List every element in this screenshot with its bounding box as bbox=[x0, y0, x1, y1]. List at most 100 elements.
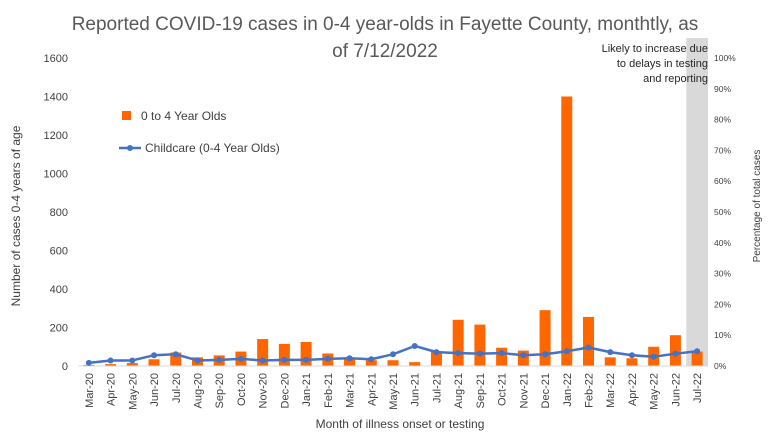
x-tick-label: May-20 bbox=[127, 373, 139, 410]
x-tick-label: Jun-20 bbox=[149, 373, 161, 407]
x-tick-label: May-22 bbox=[649, 373, 661, 410]
y-tick-label: 1600 bbox=[44, 53, 68, 65]
x-tick-label: Jul-22 bbox=[692, 373, 704, 403]
line-series bbox=[85, 342, 701, 366]
x-tick-label: Sep-20 bbox=[214, 373, 226, 408]
y-axis-ticks: 0 200 400 600 800 1000 1200 1400 1600 bbox=[44, 53, 68, 373]
line-point-jan-21 bbox=[303, 356, 310, 363]
line-point-oct-20 bbox=[237, 355, 244, 362]
line-point-sep-21 bbox=[476, 350, 483, 357]
y2-tick-label: 40% bbox=[714, 238, 731, 248]
x-tick-label: Jun-22 bbox=[670, 373, 682, 407]
line-point-apr-20 bbox=[107, 357, 114, 364]
line-point-apr-22 bbox=[628, 352, 635, 359]
annotation-line-1: Likely to increase due bbox=[602, 43, 708, 55]
line-point-mar-20 bbox=[85, 359, 92, 366]
y2-tick-label: 50% bbox=[714, 207, 731, 217]
x-tick-label: Mar-20 bbox=[84, 373, 96, 408]
legend-bar-swatch bbox=[122, 111, 131, 120]
bar-jun-22 bbox=[669, 335, 681, 366]
y2-tick-label: 0% bbox=[714, 361, 727, 371]
line-point-jul-21 bbox=[433, 349, 440, 356]
shaded-region-rect bbox=[686, 38, 708, 366]
line-point-dec-21 bbox=[542, 351, 549, 358]
annotation: Likely to increase due to delays in test… bbox=[602, 43, 708, 85]
bar-may-21 bbox=[387, 360, 399, 366]
line-point-may-22 bbox=[650, 353, 657, 360]
bar-oct-21 bbox=[496, 347, 508, 366]
x-axis-title: Month of illness onset or testing bbox=[316, 417, 485, 431]
y-tick-label: 600 bbox=[50, 246, 68, 258]
annotation-line-3: and reporting bbox=[643, 73, 708, 85]
x-tick-label: Aug-20 bbox=[192, 373, 204, 408]
x-tick-label: Apr-21 bbox=[366, 373, 378, 406]
bar-dec-20 bbox=[278, 343, 290, 366]
legend-line-marker bbox=[127, 145, 133, 151]
x-axis-ticks: Mar-20 Apr-20 May-20 Jun-20 Jul-20 Aug-20 Sep-… bbox=[84, 373, 704, 410]
x-tick-label: Aug-21 bbox=[453, 373, 465, 408]
y2-tick-label: 30% bbox=[714, 269, 731, 279]
line-point-nov-20 bbox=[259, 357, 266, 364]
x-tick-label: Jan-21 bbox=[301, 373, 313, 407]
y-tick-label: 1000 bbox=[44, 169, 68, 181]
annotation-line-2: to delays in testing bbox=[617, 58, 708, 70]
bar-dec-21 bbox=[539, 310, 551, 366]
line-point-may-20 bbox=[129, 357, 136, 364]
x-tick-label: Jul-21 bbox=[431, 373, 443, 403]
line-point-may-21 bbox=[390, 351, 396, 358]
line-point-jun-21 bbox=[411, 342, 418, 349]
y2-tick-label: 20% bbox=[714, 299, 731, 309]
bar-mar-21 bbox=[344, 358, 356, 366]
line-point-sep-20 bbox=[216, 356, 223, 363]
shaded-region bbox=[686, 38, 708, 366]
x-tick-label: Apr-22 bbox=[627, 373, 639, 406]
line-point-jun-20 bbox=[151, 352, 158, 359]
bar-may-20 bbox=[126, 363, 138, 366]
bar-jul-21 bbox=[430, 351, 442, 366]
line-point-nov-21 bbox=[520, 352, 527, 359]
y2-tick-label: 60% bbox=[714, 176, 731, 186]
chart-title-line1: Reported COVID-19 cases in 0-4 year-olds… bbox=[72, 14, 699, 35]
bar-jan-22 bbox=[561, 96, 573, 366]
y2-axis-ticks: 0% 10% 20% 30% 40% 50% 60% 70% 80% 90% 100% bbox=[714, 53, 736, 371]
line-point-feb-21 bbox=[324, 355, 331, 362]
line-point-aug-20 bbox=[194, 357, 201, 364]
y-tick-label: 800 bbox=[50, 207, 68, 219]
y-axis-title: Number of cases 0-4 years of age bbox=[9, 125, 23, 306]
line-point-jan-22 bbox=[563, 348, 570, 355]
bar-jan-21 bbox=[300, 341, 312, 366]
x-tick-label: Jun-21 bbox=[410, 373, 422, 407]
bar-nov-20 bbox=[257, 339, 269, 366]
line-point-jun-22 bbox=[672, 350, 679, 357]
y2-tick-label: 80% bbox=[714, 115, 731, 125]
y-tick-label: 1200 bbox=[44, 130, 68, 142]
bar-feb-22 bbox=[583, 316, 595, 366]
legend-line-label: Childcare (0-4 Year Olds) bbox=[145, 141, 280, 155]
x-tick-label: Oct-20 bbox=[236, 373, 248, 406]
line-point-feb-22 bbox=[585, 344, 592, 351]
x-tick-label: May-21 bbox=[388, 373, 400, 410]
bar-jun-21 bbox=[409, 362, 421, 366]
bar-apr-21 bbox=[365, 360, 377, 366]
bar-aug-21 bbox=[452, 319, 464, 366]
legend: 0 to 4 Year Olds Childcare (0-4 Year Old… bbox=[119, 109, 280, 155]
x-tick-label: Sep-21 bbox=[475, 373, 487, 408]
x-tick-label: Jul-20 bbox=[171, 373, 183, 403]
bar-sep-21 bbox=[474, 324, 486, 366]
x-tick-label: Dec-20 bbox=[279, 373, 291, 408]
line-point-mar-21 bbox=[346, 355, 353, 362]
line-point-oct-21 bbox=[498, 350, 505, 357]
bar-nov-21 bbox=[517, 350, 529, 366]
y2-tick-label: 70% bbox=[714, 145, 731, 155]
y-tick-label: 1400 bbox=[44, 92, 68, 104]
y-tick-label: 400 bbox=[50, 284, 68, 296]
line-point-dec-20 bbox=[281, 356, 288, 363]
y2-axis-title: Percentage of total cases bbox=[752, 150, 763, 263]
y2-tick-label: 90% bbox=[714, 84, 731, 94]
y-tick-label: 0 bbox=[62, 361, 68, 373]
line-point-jul-20 bbox=[172, 351, 179, 358]
line-point-aug-21 bbox=[455, 350, 462, 357]
x-tick-label: Feb-21 bbox=[323, 373, 335, 408]
line-point-apr-21 bbox=[368, 356, 375, 363]
